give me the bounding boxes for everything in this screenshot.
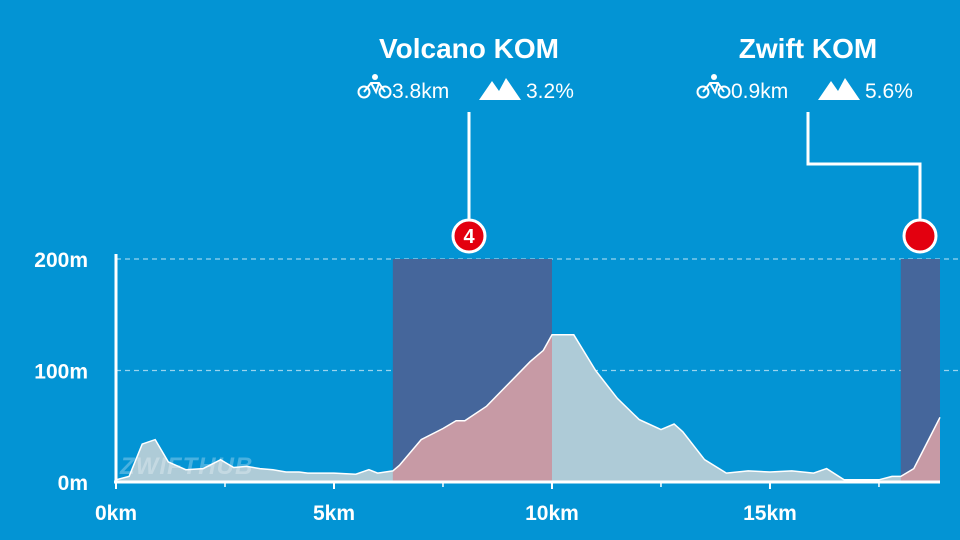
segment-marker-number: 4 [463,226,475,248]
mountain-icon [479,78,521,100]
profile-line [115,334,941,481]
segment-distance: 0.9km [731,80,788,103]
segment-profile-fill [900,417,940,482]
y-tick-label: 200m [34,249,88,272]
y-tick-label: 100m [34,361,88,384]
segment-grade: 5.6% [865,80,913,103]
segment-zwift-kom[interactable]: Zwift KOM 0.9km 5.6% [696,33,938,254]
axes [114,254,940,484]
bicycle-icon [357,74,392,99]
segment-profile-fill [392,334,552,482]
x-tick-label: 5km [313,502,355,525]
y-axis-tick-labels: 0m 100m 200m [34,249,88,495]
segment-marker[interactable] [451,218,487,254]
x-axis-tick-labels: 0km 5km 10km 15km [95,482,880,525]
segment-grade: 3.2% [526,80,574,103]
x-tick-label: 0km [95,502,137,525]
segment-title: Volcano KOM [379,33,559,64]
x-tick-label: 10km [525,502,579,525]
segment-distance: 3.8km [392,80,449,103]
segment-title: Zwift KOM [739,33,877,64]
x-tick-label: 15km [743,502,797,525]
mountain-icon [818,78,860,100]
profile-area [115,334,941,482]
segment-leader-line [806,112,922,232]
y-tick-label: 0m [58,472,88,495]
grid-lines [116,258,960,372]
watermark: ZWIFTHUB [119,453,253,480]
segment-volcano-kom[interactable]: Volcano KOM 3.8km 3.2% 4 [357,33,574,254]
bicycle-icon [696,74,731,99]
segment-marker[interactable] [902,218,938,254]
